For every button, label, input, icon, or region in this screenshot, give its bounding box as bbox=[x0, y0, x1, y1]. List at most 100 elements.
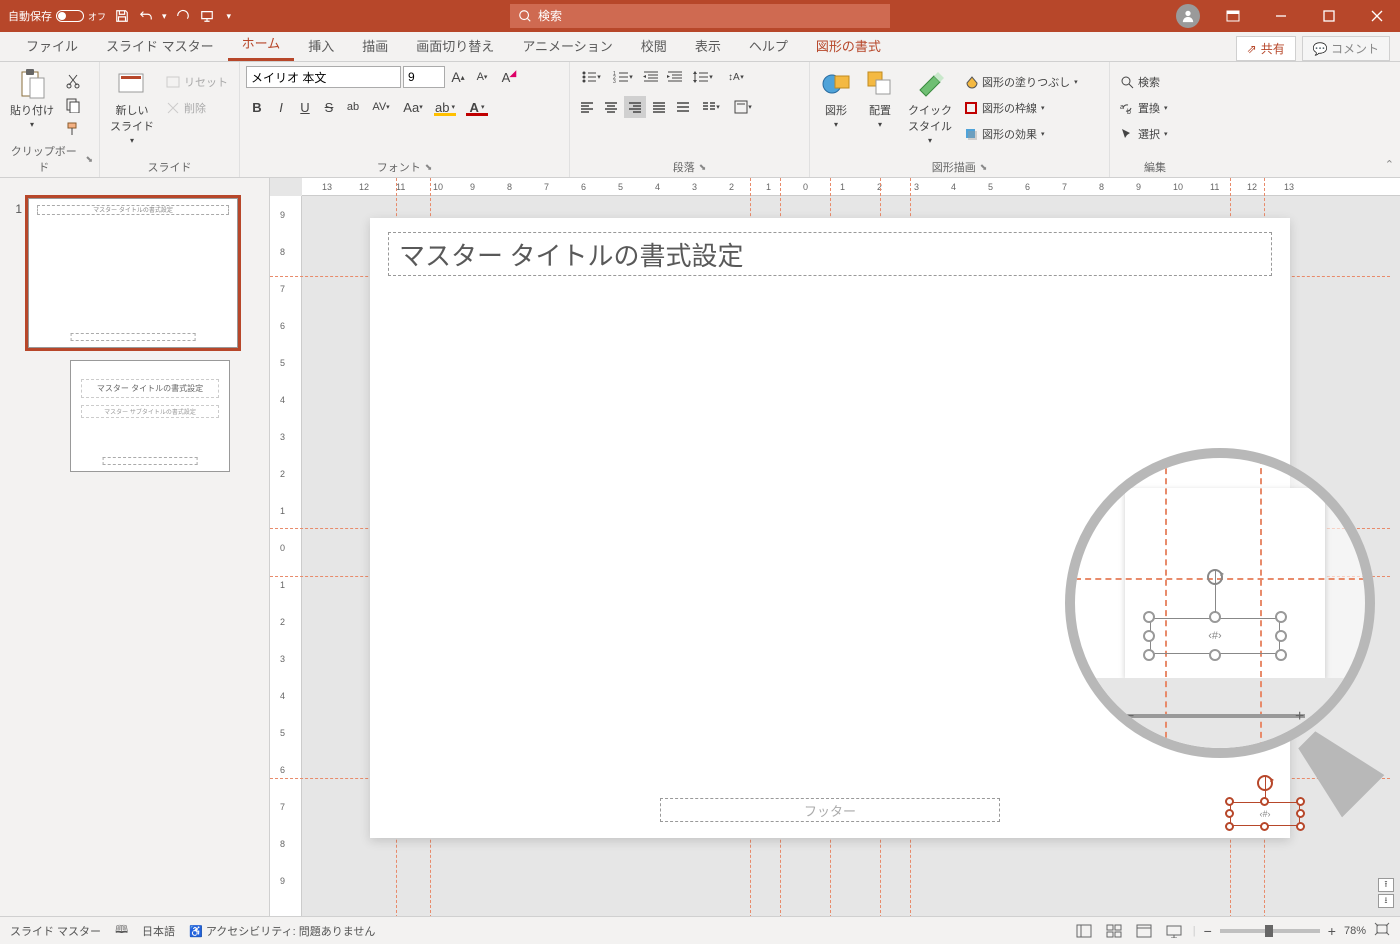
arrange-button[interactable]: 配置▾ bbox=[860, 66, 900, 131]
tab-slide-master[interactable]: スライド マスター bbox=[92, 30, 228, 61]
text-direction-button[interactable]: ↕A▾ bbox=[720, 66, 750, 88]
save-icon[interactable] bbox=[114, 8, 130, 24]
font-shrink-button[interactable]: A▾ bbox=[471, 66, 493, 88]
undo-icon[interactable] bbox=[138, 8, 154, 24]
shadow-button[interactable]: ab bbox=[342, 96, 364, 118]
status-a11y[interactable]: ♿ アクセシビリティ: 問題ありません bbox=[189, 923, 375, 939]
tab-shape-format[interactable]: 図形の書式 bbox=[802, 30, 895, 61]
zoom-slider[interactable] bbox=[1220, 929, 1320, 933]
user-avatar[interactable] bbox=[1176, 4, 1200, 28]
indent-increase-button[interactable] bbox=[664, 66, 686, 88]
comment-button[interactable]: 💬 コメント bbox=[1302, 36, 1390, 61]
undo-dropdown-icon[interactable]: ▾ bbox=[162, 11, 167, 22]
copy-button[interactable] bbox=[62, 94, 84, 116]
shapes-button[interactable]: 図形▾ bbox=[816, 66, 856, 131]
search-icon bbox=[518, 9, 532, 23]
replace-button[interactable]: ab置換▾ bbox=[1116, 98, 1172, 118]
status-lang[interactable]: 日本語 bbox=[142, 923, 175, 939]
view-normal-button[interactable] bbox=[1073, 922, 1095, 940]
tab-draw[interactable]: 描画 bbox=[348, 30, 402, 61]
minimize-button[interactable] bbox=[1258, 0, 1304, 32]
font-size-select[interactable] bbox=[403, 66, 445, 88]
present-icon[interactable] bbox=[199, 8, 215, 24]
indent-decrease-button[interactable] bbox=[640, 66, 662, 88]
format-painter-button[interactable] bbox=[62, 118, 84, 140]
font-color-button[interactable]: A▾ bbox=[462, 96, 492, 118]
view-sorter-button[interactable] bbox=[1103, 922, 1125, 940]
cut-button[interactable] bbox=[62, 70, 84, 92]
align-justify-button[interactable] bbox=[648, 96, 670, 118]
tab-animation[interactable]: アニメーション bbox=[508, 30, 626, 61]
shape-outline-button[interactable]: 図形の枠線▾ bbox=[960, 98, 1082, 118]
thumbnail-panel[interactable]: 1 マスター タイトルの書式設定 マスター タイトルの書式設定 マスター サブタ… bbox=[0, 178, 270, 916]
share-button[interactable]: ⇗共有 bbox=[1236, 36, 1296, 61]
ribbon-collapse-icon[interactable]: ⌃ bbox=[1379, 152, 1400, 177]
tab-transition[interactable]: 画面切り替え bbox=[402, 30, 508, 61]
tab-view[interactable]: 表示 bbox=[681, 30, 735, 61]
zoom-out-button[interactable]: − bbox=[1204, 923, 1212, 939]
align-right-button[interactable] bbox=[624, 96, 646, 118]
strikethrough-button[interactable]: S bbox=[318, 96, 340, 118]
font-launcher[interactable]: ⬊ bbox=[425, 162, 433, 173]
ribbon-display-button[interactable] bbox=[1210, 0, 1256, 32]
find-button[interactable]: 検索 bbox=[1116, 72, 1172, 92]
autosave-switch[interactable] bbox=[56, 10, 84, 22]
line-spacing-button[interactable]: ▾ bbox=[688, 66, 718, 88]
view-reading-button[interactable] bbox=[1133, 922, 1155, 940]
columns-button[interactable]: ▾ bbox=[696, 96, 726, 118]
tab-review[interactable]: 校閲 bbox=[627, 30, 681, 61]
search-box[interactable] bbox=[510, 4, 890, 28]
clear-format-button[interactable]: A◢ bbox=[495, 66, 517, 88]
font-grow-button[interactable]: A▴ bbox=[447, 66, 469, 88]
slide-nav-buttons: ⭱ ⭳ bbox=[1378, 878, 1394, 908]
align-center-button[interactable] bbox=[600, 96, 622, 118]
slide-number-placeholder[interactable]: ‹#› bbox=[1230, 802, 1300, 826]
title-placeholder[interactable]: マスター タイトルの書式設定 bbox=[388, 232, 1272, 276]
change-case-button[interactable]: Aa▾ bbox=[398, 96, 428, 118]
highlight-button[interactable]: ab▾ bbox=[430, 96, 460, 118]
layout-thumb[interactable]: マスター タイトルの書式設定 マスター サブタイトルの書式設定 bbox=[70, 360, 230, 472]
italic-button[interactable]: I bbox=[270, 96, 292, 118]
zoom-in-button[interactable]: + bbox=[1328, 923, 1336, 939]
svg-text:1: 1 bbox=[613, 71, 616, 77]
paragraph-launcher[interactable]: ⬊ bbox=[699, 162, 707, 173]
next-slide-button[interactable]: ⭳ bbox=[1378, 894, 1394, 908]
char-spacing-button[interactable]: AV▾ bbox=[366, 96, 396, 118]
numbering-button[interactable]: 123▾ bbox=[608, 66, 638, 88]
zoom-level[interactable]: 78% bbox=[1344, 925, 1366, 937]
select-button[interactable]: 選択▾ bbox=[1116, 124, 1172, 144]
prev-slide-button[interactable]: ⭱ bbox=[1378, 878, 1394, 892]
tab-file[interactable]: ファイル bbox=[12, 30, 92, 61]
bullets-button[interactable]: ▾ bbox=[576, 66, 606, 88]
maximize-button[interactable] bbox=[1306, 0, 1352, 32]
distribute-button[interactable] bbox=[672, 96, 694, 118]
shape-fill-button[interactable]: 図形の塗りつぶし▾ bbox=[960, 72, 1082, 92]
paste-button[interactable]: 貼り付け▾ bbox=[6, 66, 58, 131]
drawing-launcher[interactable]: ⬊ bbox=[980, 162, 988, 173]
align-left-button[interactable] bbox=[576, 96, 598, 118]
canvas-area[interactable]: 13121110987654321012345678910111213 9876… bbox=[270, 178, 1400, 916]
autosave-toggle[interactable]: 自動保存 オフ bbox=[8, 8, 106, 24]
footer-placeholder[interactable]: フッター bbox=[660, 798, 1000, 822]
master-thumb[interactable]: マスター タイトルの書式設定 bbox=[28, 198, 238, 348]
tab-help[interactable]: ヘルプ bbox=[735, 30, 802, 61]
shape-effects-button[interactable]: 図形の効果▾ bbox=[960, 124, 1082, 144]
font-name-select[interactable] bbox=[246, 66, 401, 88]
close-button[interactable] bbox=[1354, 0, 1400, 32]
autosave-label: 自動保存 bbox=[8, 8, 52, 24]
underline-button[interactable]: U bbox=[294, 96, 316, 118]
clipboard-launcher[interactable]: ⬊ bbox=[85, 154, 93, 165]
tab-insert[interactable]: 挿入 bbox=[294, 30, 348, 61]
tab-home[interactable]: ホーム bbox=[228, 27, 295, 61]
bold-button[interactable]: B bbox=[246, 96, 268, 118]
fit-window-button[interactable] bbox=[1374, 922, 1390, 939]
redo-icon[interactable] bbox=[175, 8, 191, 24]
new-slide-button[interactable]: 新しい スライド▾ bbox=[106, 66, 158, 147]
view-slideshow-button[interactable] bbox=[1163, 922, 1185, 940]
status-dict-icon[interactable]: 🕮 bbox=[115, 921, 128, 940]
quick-styles-button[interactable]: クイック スタイル▾ bbox=[904, 66, 956, 147]
qat-overflow-icon[interactable]: ▾ bbox=[227, 11, 232, 22]
align-text-button[interactable]: ▾ bbox=[728, 96, 758, 118]
title-text: マスター タイトルの書式設定 bbox=[399, 236, 744, 273]
search-input[interactable] bbox=[538, 9, 693, 23]
